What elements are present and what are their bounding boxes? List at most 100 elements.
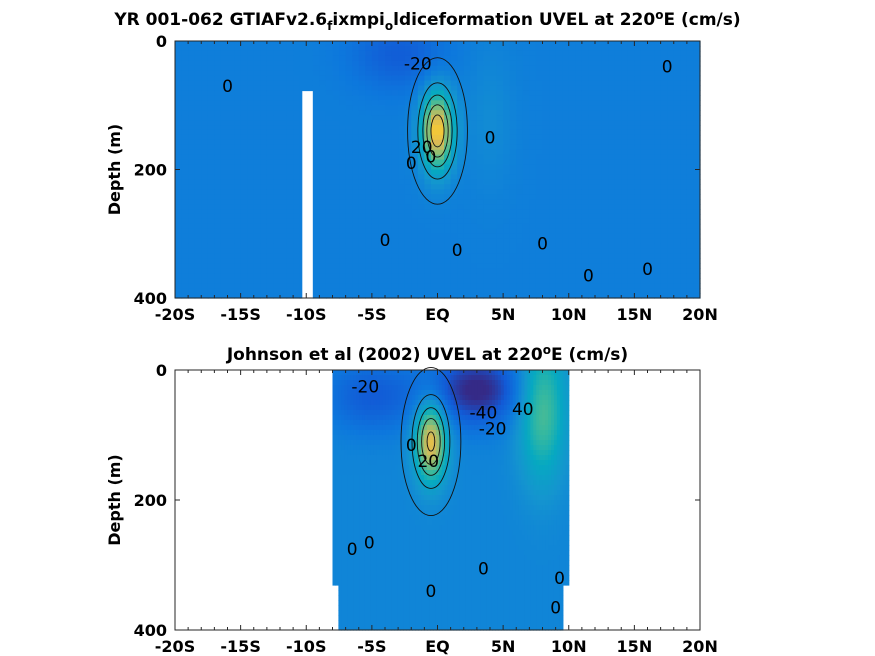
heatmap-cell — [385, 95, 393, 101]
heatmap-cell — [496, 80, 504, 87]
heatmap-cell — [359, 490, 363, 496]
heatmap-cell — [627, 110, 635, 116]
heatmap-cell — [362, 600, 366, 606]
heatmap-cell — [364, 505, 369, 511]
heatmap-cell — [667, 253, 675, 260]
heatmap-cell — [339, 169, 347, 176]
heatmap-cell — [437, 149, 445, 156]
heatmap-cell — [647, 80, 655, 87]
heatmap-cell — [595, 199, 603, 205]
heatmap-cell — [627, 41, 635, 47]
heatmap-cell — [359, 550, 363, 556]
heatmap-cell — [194, 144, 202, 151]
heatmap-cell — [371, 223, 380, 230]
heatmap-cell — [555, 154, 563, 161]
heatmap-cell — [568, 204, 576, 210]
heatmap-cell — [509, 149, 517, 156]
heatmap-cell — [345, 199, 353, 205]
heatmap-cell — [640, 110, 649, 116]
heatmap-cell — [220, 45, 229, 52]
heatmap-cell — [588, 159, 596, 166]
heatmap-cell — [522, 233, 530, 240]
heatmap-cell — [680, 105, 688, 111]
heatmap-cell — [634, 174, 642, 180]
heatmap-cell — [581, 209, 590, 215]
heatmap-cell — [680, 199, 688, 205]
heatmap-cell — [450, 129, 458, 136]
heatmap-cell — [693, 90, 701, 96]
heatmap-cell — [325, 204, 334, 210]
heatmap-cell — [483, 184, 491, 190]
heatmap-cell — [367, 525, 372, 531]
heatmap-cell — [240, 213, 248, 220]
heatmap-cell — [667, 50, 675, 57]
heatmap-cell — [627, 70, 635, 77]
heatmap-cell — [411, 253, 419, 260]
heatmap-cell — [673, 65, 681, 72]
heatmap-cell — [378, 169, 386, 176]
heatmap-cell — [516, 159, 524, 166]
heatmap-cell — [404, 41, 412, 47]
heatmap-cell — [516, 45, 524, 52]
heatmap-cell — [207, 223, 215, 230]
heatmap-cell — [450, 293, 458, 299]
heatmap-cell — [247, 85, 255, 92]
heatmap-cell — [332, 450, 337, 456]
heatmap-cell — [201, 273, 209, 279]
heatmap-cell — [490, 248, 498, 255]
heatmap-cell — [549, 273, 557, 279]
heatmap-cell — [680, 55, 688, 62]
heatmap-cell — [350, 605, 354, 611]
heatmap-cell — [640, 288, 649, 294]
heatmap-cell — [352, 253, 360, 260]
heatmap-cell — [457, 228, 465, 235]
heatmap-cell — [621, 223, 629, 230]
heatmap-cell — [686, 248, 695, 255]
heatmap-cell — [640, 213, 649, 220]
heatmap-cell — [247, 258, 255, 265]
heatmap-cell — [359, 415, 363, 421]
heatmap-cell — [260, 293, 268, 299]
heatmap-cell — [234, 110, 242, 116]
heatmap-cell — [338, 570, 342, 576]
heatmap-cell — [568, 253, 576, 260]
heatmap-cell — [247, 50, 255, 57]
heatmap-cell — [549, 50, 557, 57]
heatmap-cell — [181, 194, 189, 200]
heatmap-cell — [575, 248, 583, 255]
heatmap-cell — [549, 283, 557, 289]
heatmap-cell — [339, 45, 347, 52]
heatmap-cell — [319, 65, 327, 72]
heatmap-cell — [490, 95, 498, 101]
heatmap-cell — [516, 283, 524, 289]
heatmap-cell — [358, 120, 366, 126]
heatmap-cell — [286, 85, 294, 92]
heatmap-cell — [424, 233, 432, 240]
heatmap-cell — [542, 115, 550, 121]
heatmap-cell — [332, 555, 337, 561]
heatmap-cell — [273, 154, 281, 161]
heatmap-cell — [214, 75, 222, 82]
heatmap-cell — [181, 45, 189, 52]
heatmap-cell — [608, 169, 616, 176]
heatmap-cell — [240, 80, 248, 87]
heatmap-cell — [562, 174, 570, 180]
heatmap-cell — [273, 233, 281, 240]
heatmap-cell — [194, 199, 202, 205]
heatmap-cell — [362, 385, 366, 391]
heatmap-cell — [496, 213, 504, 220]
heatmap-cell — [476, 283, 485, 289]
heatmap-cell — [367, 585, 372, 591]
heatmap-cell — [463, 174, 471, 180]
heatmap-cell — [417, 115, 425, 121]
heatmap-cell — [424, 70, 432, 77]
heatmap-cell — [621, 174, 629, 180]
heatmap-cell — [306, 80, 314, 87]
heatmap-cell — [350, 560, 354, 566]
heatmap-cell — [621, 273, 629, 279]
heatmap-cell — [686, 115, 695, 121]
heatmap-cell — [621, 120, 629, 126]
heatmap-cell — [207, 164, 215, 171]
heatmap-cell — [404, 169, 412, 176]
heatmap-cell — [634, 179, 642, 185]
